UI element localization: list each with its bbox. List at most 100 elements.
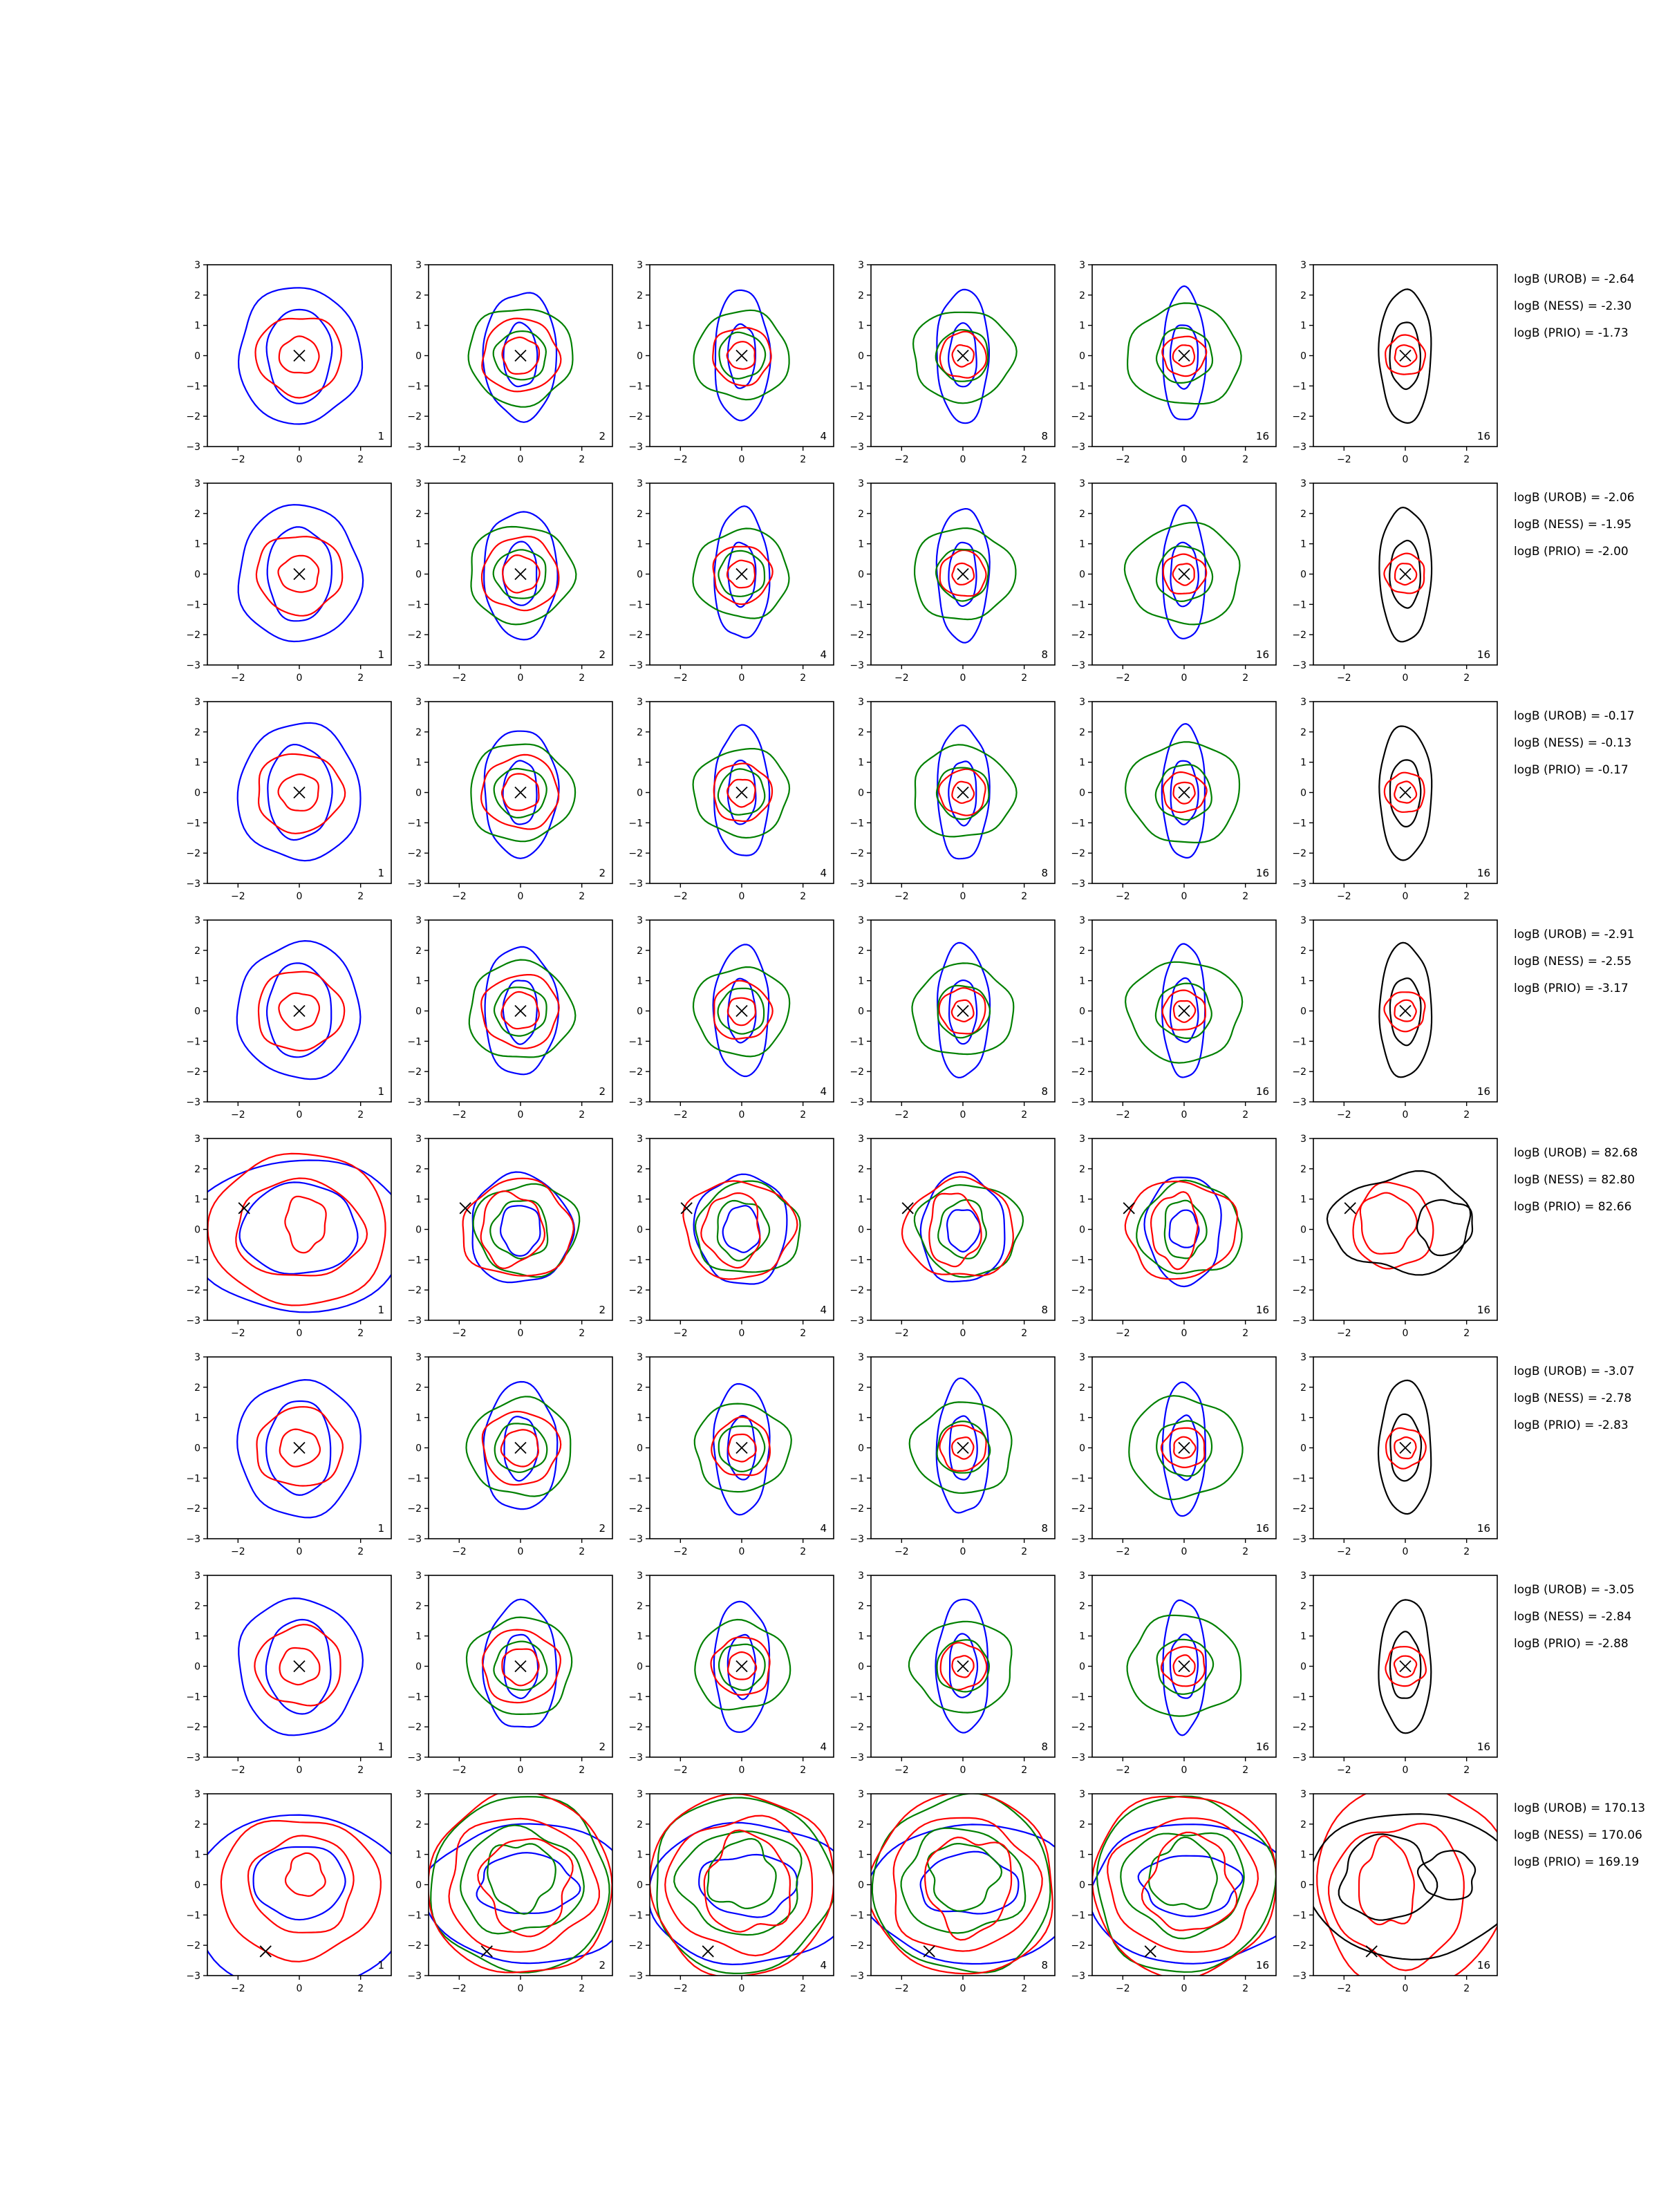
y-tick-label: −3 bbox=[850, 1752, 864, 1763]
green-contour-line bbox=[908, 1401, 1013, 1494]
logb-stat-label: logB (PRIO) = -3.17 bbox=[1514, 982, 1629, 995]
blue-contour-line bbox=[1169, 1633, 1199, 1699]
y-tick-label: 0 bbox=[415, 788, 422, 799]
y-tick-label: 0 bbox=[194, 1880, 200, 1891]
y-tick-label: 3 bbox=[415, 478, 422, 489]
contour-group bbox=[914, 507, 1017, 644]
x-marker bbox=[957, 1441, 969, 1454]
contour-group bbox=[236, 1378, 362, 1519]
y-tick-label: −3 bbox=[407, 879, 422, 890]
y-tick-label: 2 bbox=[858, 509, 864, 520]
blue-contour-line bbox=[267, 743, 333, 841]
y-tick-label: −1 bbox=[1071, 381, 1085, 392]
x-tick-label: 0 bbox=[1403, 1328, 1409, 1339]
x-tick-label: −2 bbox=[452, 1546, 467, 1557]
contour-group bbox=[1377, 1379, 1432, 1515]
red-contour-line bbox=[713, 980, 774, 1040]
red-contour-line bbox=[1352, 1181, 1434, 1270]
red-contour-line bbox=[1160, 1427, 1206, 1469]
red-contour-line bbox=[254, 1624, 341, 1707]
x-tick-label: 0 bbox=[1181, 1328, 1188, 1339]
green-contour-line bbox=[935, 767, 990, 821]
x-tick-label: −2 bbox=[452, 454, 467, 465]
blue-contour-line bbox=[484, 946, 560, 1076]
y-tick-label: 1 bbox=[1300, 1850, 1306, 1861]
y-tick-label: 3 bbox=[1300, 478, 1306, 489]
subplot-r6-c2: 3 2 1 0 −1 −2 −3 −2 0 2 2 bbox=[407, 1352, 613, 1557]
red-contour-line bbox=[284, 1195, 327, 1254]
y-tick-label: −1 bbox=[850, 818, 864, 829]
y-tick-label: 0 bbox=[637, 1225, 643, 1236]
blue-contour-line bbox=[722, 1205, 761, 1253]
subplot-r2-c4: 3 2 1 0 −1 −2 −3 −2 0 2 8 bbox=[850, 478, 1056, 684]
logb-stat-label: logB (NESS) = -1.95 bbox=[1514, 518, 1631, 532]
x-tick-label: 2 bbox=[1242, 1983, 1248, 1994]
y-tick-label: 3 bbox=[1300, 697, 1306, 708]
x-tick-label: −2 bbox=[1116, 673, 1130, 684]
y-tick-label: 0 bbox=[194, 1662, 200, 1673]
y-tick-label: 0 bbox=[858, 788, 864, 799]
logb-stat-label: logB (PRIO) = -2.88 bbox=[1514, 1637, 1629, 1651]
subplot-r5-c2: 3 2 1 0 −1 −2 −3 −2 0 2 2 bbox=[407, 1134, 613, 1339]
y-tick-label: 2 bbox=[637, 1164, 643, 1175]
y-tick-label: 3 bbox=[1079, 915, 1085, 926]
y-tick-label: −3 bbox=[628, 442, 643, 453]
blue-contour-line bbox=[1137, 1855, 1244, 1918]
y-tick-label: −3 bbox=[628, 1315, 643, 1327]
blue-contour-line bbox=[1143, 1177, 1222, 1288]
blue-contour-line bbox=[503, 1633, 539, 1700]
y-tick-label: −2 bbox=[1292, 630, 1306, 641]
red-contour-line bbox=[1393, 1655, 1418, 1678]
x-marker bbox=[1178, 568, 1190, 581]
y-tick-label: 1 bbox=[858, 1631, 864, 1642]
y-tick-label: −1 bbox=[628, 1910, 643, 1921]
red-contour-line bbox=[502, 554, 541, 594]
x-tick-label: 2 bbox=[1242, 1328, 1248, 1339]
y-tick-label: 0 bbox=[415, 1662, 422, 1673]
x-marker bbox=[1344, 1202, 1356, 1215]
y-tick-label: −1 bbox=[628, 1691, 643, 1703]
contour-group bbox=[1126, 1599, 1242, 1736]
y-tick-label: 2 bbox=[858, 1382, 864, 1394]
subplot-count-label: 16 bbox=[1256, 430, 1269, 442]
subplot-r6-c4: 3 2 1 0 −1 −2 −3 −2 0 2 8 bbox=[850, 1352, 1056, 1557]
figure-row-1: 3 2 1 0 −1 −2 −3 −2 0 2 1 3 2 1 0 −1 −2 −3 −2 0 2 2 3 2 1 0 −1 −2 −3… bbox=[186, 260, 1634, 465]
y-tick-label: −1 bbox=[186, 599, 200, 610]
subplot-count-label: 8 bbox=[1041, 1522, 1048, 1535]
x-tick-label: 2 bbox=[1021, 673, 1027, 684]
logb-stat-label: logB (UROB) = -0.17 bbox=[1514, 709, 1635, 723]
subplot-r2-c5: 3 2 1 0 −1 −2 −3 −2 0 2 16 bbox=[1071, 478, 1277, 684]
y-tick-label: 3 bbox=[1300, 1789, 1306, 1800]
subplot-r8-c5: 3 2 1 0 −1 −2 −3 −2 0 2 16 bbox=[1071, 1789, 1277, 1994]
y-tick-label: −1 bbox=[1292, 1036, 1306, 1047]
green-contour-line bbox=[717, 987, 765, 1035]
green-contour-line bbox=[912, 311, 1018, 404]
logb-stat-label: logB (NESS) = -2.30 bbox=[1514, 299, 1631, 313]
x-tick-label: 0 bbox=[1403, 1109, 1409, 1121]
x-tick-label: 0 bbox=[1403, 673, 1409, 684]
subplot-count-label: 2 bbox=[599, 1959, 606, 1971]
contour-group bbox=[908, 1377, 1013, 1514]
contour-group bbox=[1124, 722, 1241, 859]
subplot-r4-c3: 3 2 1 0 −1 −2 −3 −2 0 2 4 bbox=[628, 915, 834, 1121]
x-tick-label: −2 bbox=[452, 891, 467, 902]
y-tick-label: 1 bbox=[1079, 321, 1085, 332]
y-tick-label: −3 bbox=[186, 1752, 200, 1763]
x-tick-label: −2 bbox=[452, 673, 467, 684]
y-tick-label: −1 bbox=[628, 1473, 643, 1484]
y-tick-label: 1 bbox=[194, 1850, 200, 1861]
x-marker bbox=[702, 1945, 714, 1958]
green-contour-line bbox=[717, 768, 766, 816]
subplot-count-label: 16 bbox=[1256, 1522, 1269, 1535]
contour-group bbox=[1126, 285, 1242, 420]
black-contour-line bbox=[1326, 1170, 1472, 1276]
blue-contour-line bbox=[238, 1597, 364, 1736]
x-tick-label: 2 bbox=[800, 891, 806, 902]
red-contour-line bbox=[924, 1836, 1013, 1941]
red-contour-line bbox=[892, 1817, 1043, 1952]
x-tick-label: 0 bbox=[1181, 891, 1188, 902]
subplot-count-label: 4 bbox=[820, 1085, 827, 1098]
green-contour-line bbox=[926, 1842, 1003, 1912]
x-tick-label: 2 bbox=[1463, 454, 1470, 465]
